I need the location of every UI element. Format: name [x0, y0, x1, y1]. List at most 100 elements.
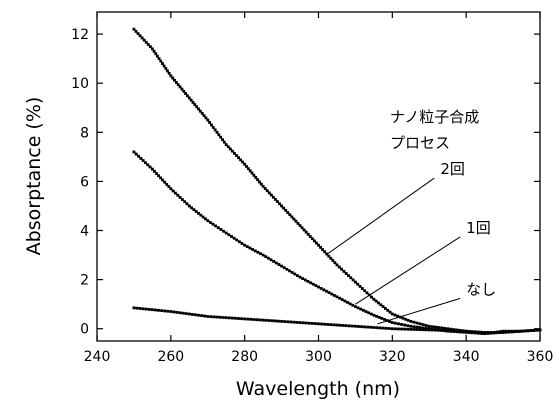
data-point	[283, 320, 287, 323]
data-point	[449, 329, 453, 333]
data-point	[154, 52, 158, 56]
data-point	[302, 228, 306, 232]
data-point	[226, 145, 230, 149]
data-point	[443, 326, 447, 330]
data-point	[162, 64, 166, 68]
data-point	[277, 263, 281, 266]
data-point	[446, 327, 450, 331]
data-point	[135, 306, 139, 310]
data-point	[222, 229, 225, 233]
data-point	[269, 193, 273, 197]
x-tick-label: 340	[453, 349, 480, 365]
data-point	[278, 202, 281, 206]
data-point	[384, 307, 387, 310]
data-point	[387, 327, 391, 330]
data-point	[406, 318, 410, 322]
data-point	[190, 313, 194, 316]
data-point	[326, 323, 330, 326]
data-point	[187, 96, 191, 100]
data-point	[409, 324, 413, 328]
data-point	[132, 150, 136, 154]
data-point	[176, 193, 180, 197]
data-point	[144, 307, 148, 311]
data-point	[221, 138, 224, 142]
data-point	[298, 224, 302, 228]
data-point	[327, 291, 331, 294]
series-line	[133, 151, 541, 335]
data-point	[520, 329, 523, 333]
data-point	[137, 154, 140, 158]
data-point	[340, 267, 343, 271]
data-point	[237, 156, 240, 160]
data-point	[403, 327, 407, 331]
data-point	[144, 40, 148, 44]
data-point	[415, 325, 419, 329]
data-point	[356, 306, 360, 310]
data-point	[163, 309, 167, 313]
data-point	[174, 191, 177, 195]
data-point	[335, 295, 339, 299]
data-point	[235, 238, 239, 242]
data-point	[384, 326, 388, 330]
data-point	[263, 187, 267, 190]
data-point	[178, 195, 182, 199]
data-point	[227, 316, 231, 320]
data-point	[154, 308, 157, 312]
data-point	[171, 189, 175, 193]
data-point	[337, 265, 341, 269]
data-point	[308, 235, 312, 238]
data-point	[253, 249, 257, 253]
data-point	[298, 275, 302, 279]
annotation-label: なし	[466, 280, 496, 298]
data-point	[185, 202, 189, 206]
data-point	[390, 327, 394, 331]
data-point	[140, 36, 144, 40]
data-point	[343, 299, 347, 303]
data-point	[288, 213, 292, 217]
data-point	[148, 165, 152, 169]
data-point	[252, 318, 256, 321]
data-point	[197, 211, 200, 215]
data-point	[224, 231, 228, 235]
data-point	[406, 324, 410, 328]
data-point	[421, 323, 425, 327]
data-point	[292, 217, 296, 221]
legend-heading-line-1: ナノ粒子合成	[390, 108, 479, 126]
data-point	[332, 323, 336, 327]
data-point	[452, 329, 456, 333]
data-point	[409, 327, 413, 331]
data-point	[312, 239, 316, 243]
data-point	[427, 328, 431, 332]
data-point	[190, 206, 193, 210]
y-tick-label: 2	[80, 273, 89, 289]
data-point	[165, 183, 169, 186]
data-point	[363, 325, 367, 329]
data-point	[183, 200, 187, 204]
data-point	[208, 221, 212, 224]
data-point	[357, 325, 360, 328]
data-point	[219, 228, 223, 231]
data-point	[233, 151, 236, 155]
data-point	[360, 325, 363, 329]
data-point	[309, 281, 312, 285]
data-point	[200, 314, 203, 318]
data-point	[461, 329, 465, 333]
data-point	[289, 320, 293, 324]
annotation-label: 2回	[440, 160, 465, 178]
data-point	[332, 294, 336, 297]
data-point	[400, 327, 403, 331]
x-tick-label: 260	[157, 349, 184, 365]
data-point	[421, 326, 425, 330]
data-point	[523, 329, 527, 333]
data-point	[277, 319, 280, 323]
data-point	[206, 219, 210, 223]
data-point	[245, 165, 248, 168]
data-point	[274, 198, 277, 201]
data-point	[180, 87, 184, 91]
data-point	[288, 269, 291, 273]
data-point	[264, 255, 268, 259]
data-point	[346, 301, 349, 304]
data-point	[315, 241, 318, 245]
data-point	[293, 272, 297, 276]
